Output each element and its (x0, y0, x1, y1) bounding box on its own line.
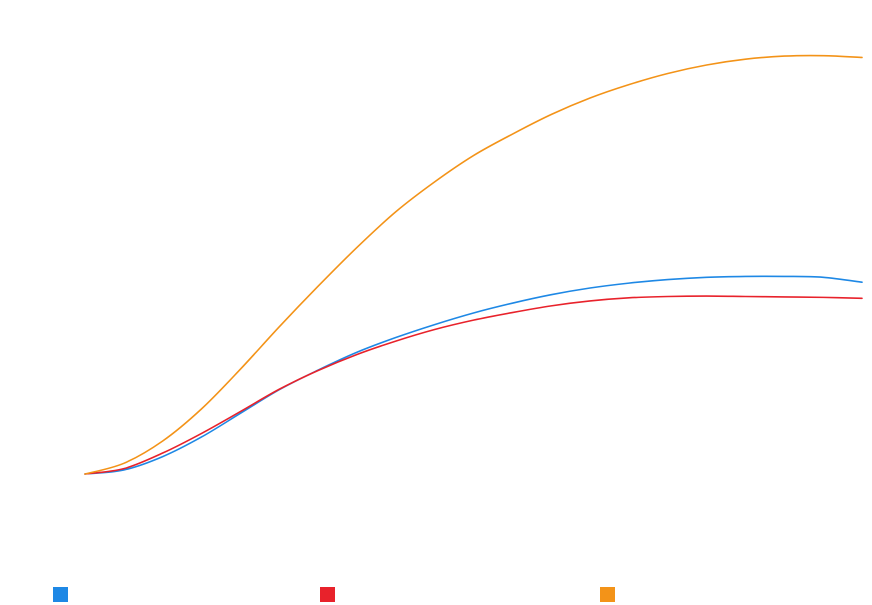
legend-swatch-3 (600, 587, 615, 602)
legend-item-2[interactable] (320, 587, 335, 602)
plot-area (84, 54, 863, 475)
series-line-2 (84, 295, 863, 475)
series-line-3 (84, 54, 863, 475)
legend-swatch-2 (320, 587, 335, 602)
legend-item-3[interactable] (600, 587, 615, 602)
legend-swatch-1 (53, 587, 68, 602)
series-line-1 (84, 275, 863, 475)
legend (53, 587, 615, 602)
legend-item-1[interactable] (53, 587, 68, 602)
